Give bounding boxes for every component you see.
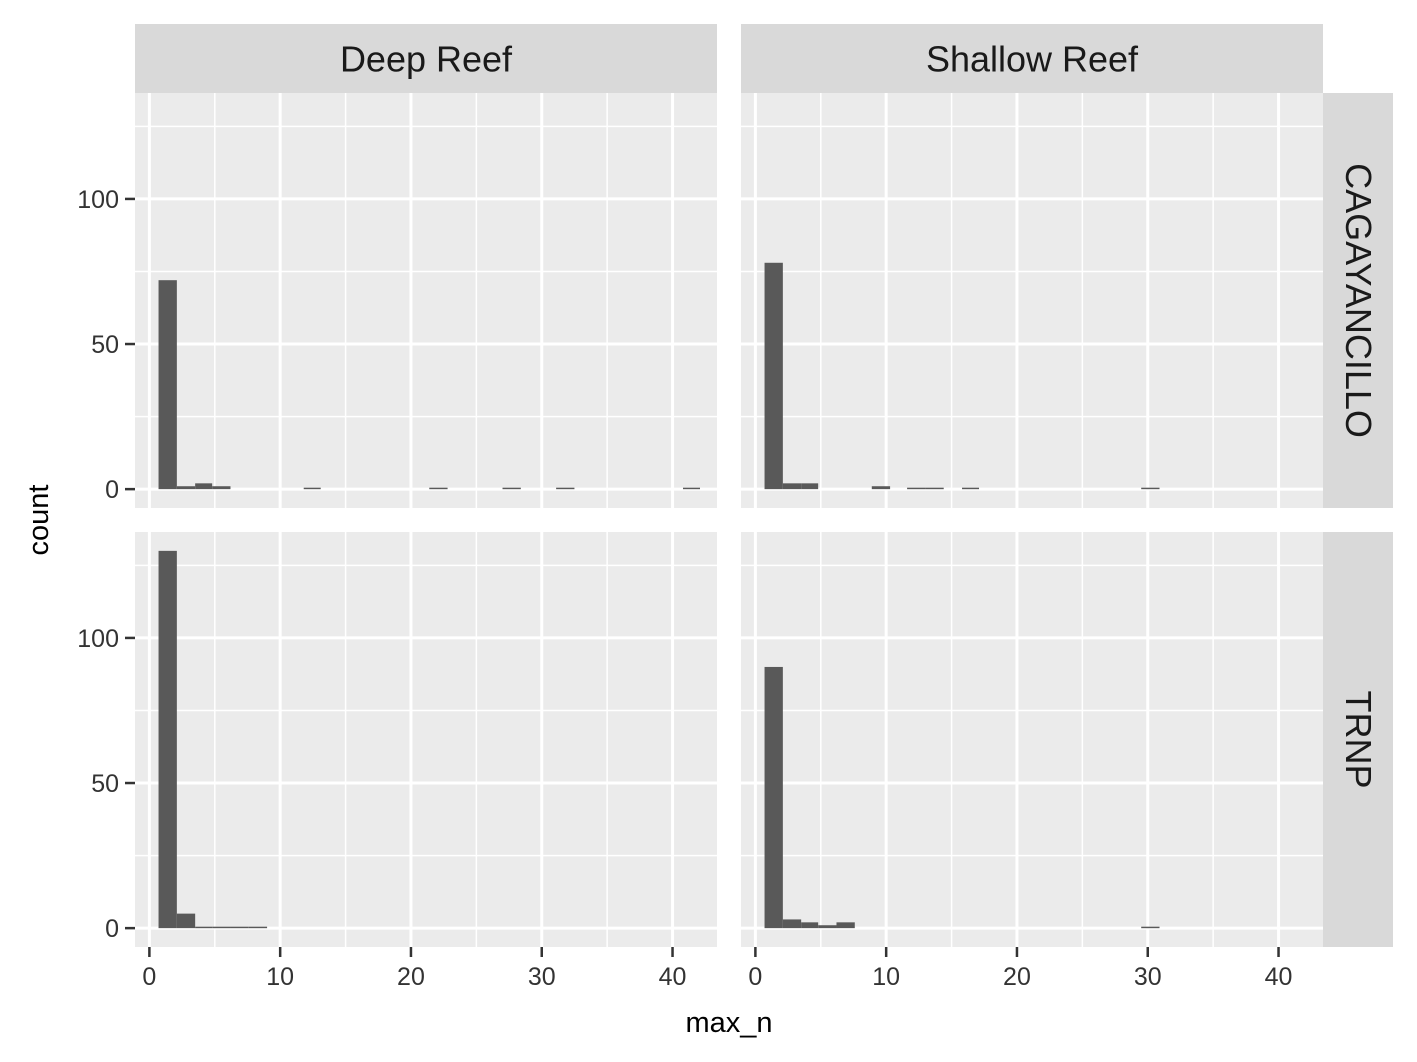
x-axis-shallow-reef: 0 10 20 30 40 bbox=[748, 947, 1292, 991]
strip-background bbox=[1323, 93, 1393, 508]
x-tick-label: 20 bbox=[397, 963, 425, 991]
strip-label: Shallow Reef bbox=[926, 39, 1139, 80]
x-axis-title: max_n bbox=[685, 1007, 772, 1039]
histogram-bar bbox=[836, 922, 855, 929]
panel-background bbox=[741, 93, 1323, 508]
histogram-bar bbox=[962, 487, 980, 490]
histogram-bar bbox=[212, 486, 231, 490]
strip-trnp: TRNP bbox=[1323, 532, 1393, 947]
panels-layer bbox=[135, 93, 1323, 947]
histogram-bar bbox=[907, 487, 926, 490]
strip-label: CAGAYANCILLO bbox=[1338, 163, 1379, 438]
strips-layer: Deep Reef Shallow Reef CAGAYANCILLO TRNP bbox=[135, 24, 1393, 947]
x-tick-label: 20 bbox=[1003, 963, 1031, 991]
histogram-bar bbox=[158, 280, 177, 490]
histogram-bar bbox=[1141, 487, 1160, 490]
y-tick-label: 50 bbox=[91, 331, 119, 359]
histogram-bar bbox=[230, 926, 249, 929]
histogram-bar bbox=[195, 926, 213, 929]
y-axis-cagayancillo: 0 50 100 bbox=[77, 186, 135, 504]
x-tick-label: 40 bbox=[659, 963, 687, 991]
strip-background bbox=[741, 24, 1323, 93]
histogram-bar bbox=[871, 486, 891, 490]
histogram-bar bbox=[682, 487, 700, 490]
histogram-bar bbox=[176, 913, 196, 929]
strip-cagayancillo: CAGAYANCILLO bbox=[1323, 93, 1393, 508]
histogram-bar bbox=[502, 487, 521, 490]
histogram-bar bbox=[158, 550, 177, 929]
y-axis-title: count bbox=[23, 485, 55, 556]
strip-label: TRNP bbox=[1338, 691, 1379, 789]
histogram-bar bbox=[1141, 926, 1160, 929]
histogram-bar bbox=[429, 487, 448, 490]
x-tick-label: 30 bbox=[1134, 963, 1162, 991]
panel-cagayancillo-shallow-reef bbox=[741, 93, 1323, 508]
y-axis-trnp: 0 50 100 bbox=[77, 625, 135, 943]
histogram-bar bbox=[801, 922, 819, 929]
histogram-bar bbox=[248, 926, 268, 929]
histogram-bar bbox=[801, 483, 819, 490]
strip-label: Deep Reef bbox=[340, 39, 513, 80]
strip-background bbox=[135, 24, 717, 93]
histogram-bar bbox=[764, 262, 783, 490]
x-tick-label: 0 bbox=[748, 963, 762, 991]
panel-trnp-shallow-reef bbox=[741, 532, 1323, 947]
panel-background bbox=[135, 532, 717, 947]
y-tick-label: 100 bbox=[77, 186, 119, 214]
histogram-bar bbox=[195, 483, 213, 490]
panel-trnp-deep-reef bbox=[135, 532, 717, 947]
histogram-bar bbox=[303, 487, 321, 490]
histogram-bar bbox=[782, 483, 802, 490]
y-tick-label: 100 bbox=[77, 625, 119, 653]
strip-deep-reef: Deep Reef bbox=[135, 24, 717, 93]
strip-shallow-reef: Shallow Reef bbox=[741, 24, 1323, 93]
x-tick-label: 30 bbox=[528, 963, 556, 991]
histogram-bar bbox=[556, 487, 575, 490]
histogram-bar bbox=[818, 925, 837, 929]
panel-background bbox=[135, 93, 717, 508]
histogram-bar bbox=[782, 919, 802, 929]
axes-layer: 0 50 100 0 50 100 0 10 20 30 40 0 10 20 30 40 bbox=[77, 186, 1292, 991]
x-tick-label: 10 bbox=[266, 963, 294, 991]
panel-background bbox=[741, 532, 1323, 947]
histogram-bar bbox=[764, 666, 783, 929]
y-tick-label: 0 bbox=[105, 476, 119, 504]
x-tick-label: 0 bbox=[142, 963, 156, 991]
panel-cagayancillo-deep-reef bbox=[135, 93, 717, 508]
x-tick-label: 10 bbox=[872, 963, 900, 991]
strip-background bbox=[1323, 532, 1393, 947]
x-axis-deep-reef: 0 10 20 30 40 bbox=[142, 947, 686, 991]
histogram-bar bbox=[925, 487, 944, 490]
y-tick-label: 0 bbox=[105, 915, 119, 943]
histogram-bar bbox=[176, 486, 196, 490]
x-tick-label: 40 bbox=[1265, 963, 1293, 991]
y-tick-label: 50 bbox=[91, 770, 119, 798]
histogram-bar bbox=[212, 926, 231, 929]
